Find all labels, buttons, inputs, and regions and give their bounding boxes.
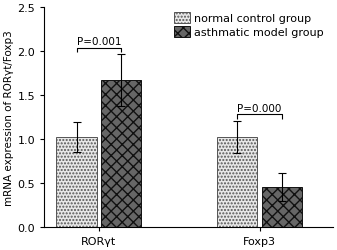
Bar [101,81,141,226]
Bar [56,138,97,226]
Bar [217,138,257,226]
Bar [262,187,302,226]
Text: P=0.000: P=0.000 [237,103,282,113]
Y-axis label: mRNA expression of RORγt/Foxp3: mRNA expression of RORγt/Foxp3 [4,30,14,205]
Text: P=0.001: P=0.001 [76,37,121,47]
Legend: normal control group, asthmatic model group: normal control group, asthmatic model gr… [171,10,327,41]
